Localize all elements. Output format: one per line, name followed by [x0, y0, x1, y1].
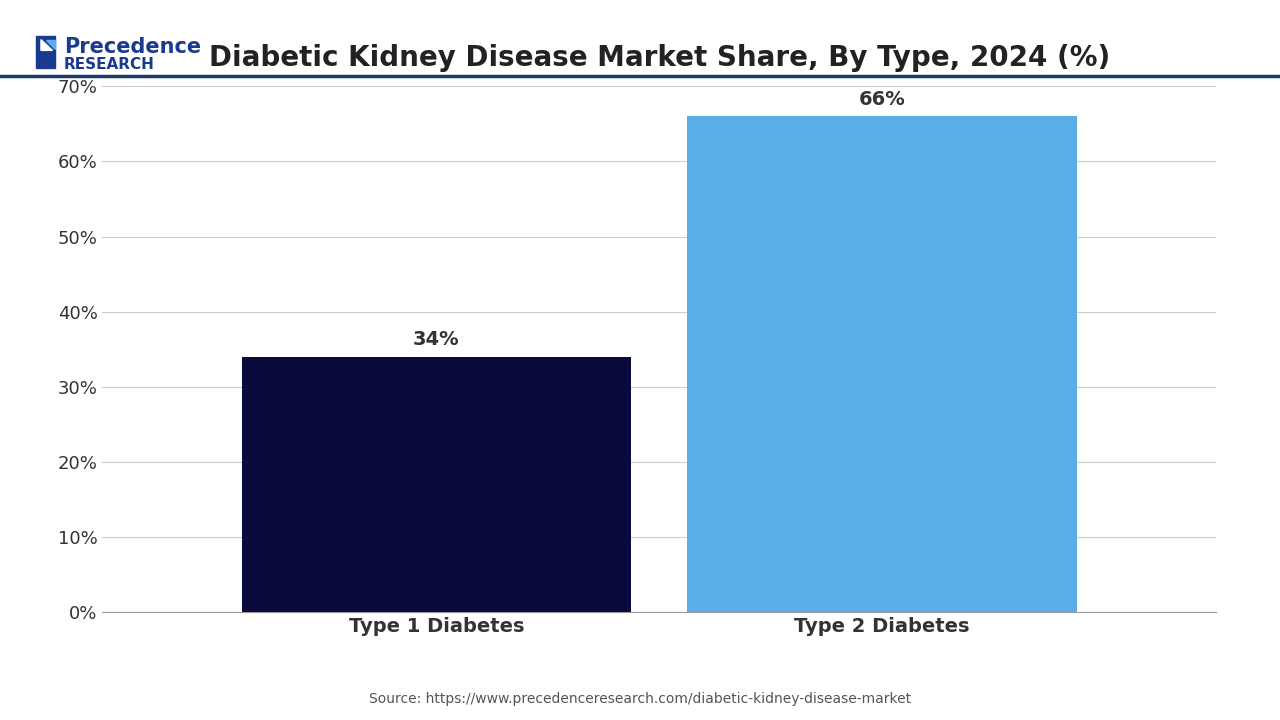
Text: RESEARCH: RESEARCH	[64, 58, 155, 72]
Text: Precedence: Precedence	[64, 37, 201, 57]
Text: 66%: 66%	[859, 90, 905, 109]
Title: Diabetic Kidney Disease Market Share, By Type, 2024 (%): Diabetic Kidney Disease Market Share, By…	[209, 44, 1110, 71]
Text: 34%: 34%	[413, 330, 460, 349]
Text: Source: https://www.precedenceresearch.com/diabetic-kidney-disease-market: Source: https://www.precedenceresearch.c…	[369, 692, 911, 706]
Bar	[242, 356, 631, 612]
Bar	[687, 117, 1076, 612]
